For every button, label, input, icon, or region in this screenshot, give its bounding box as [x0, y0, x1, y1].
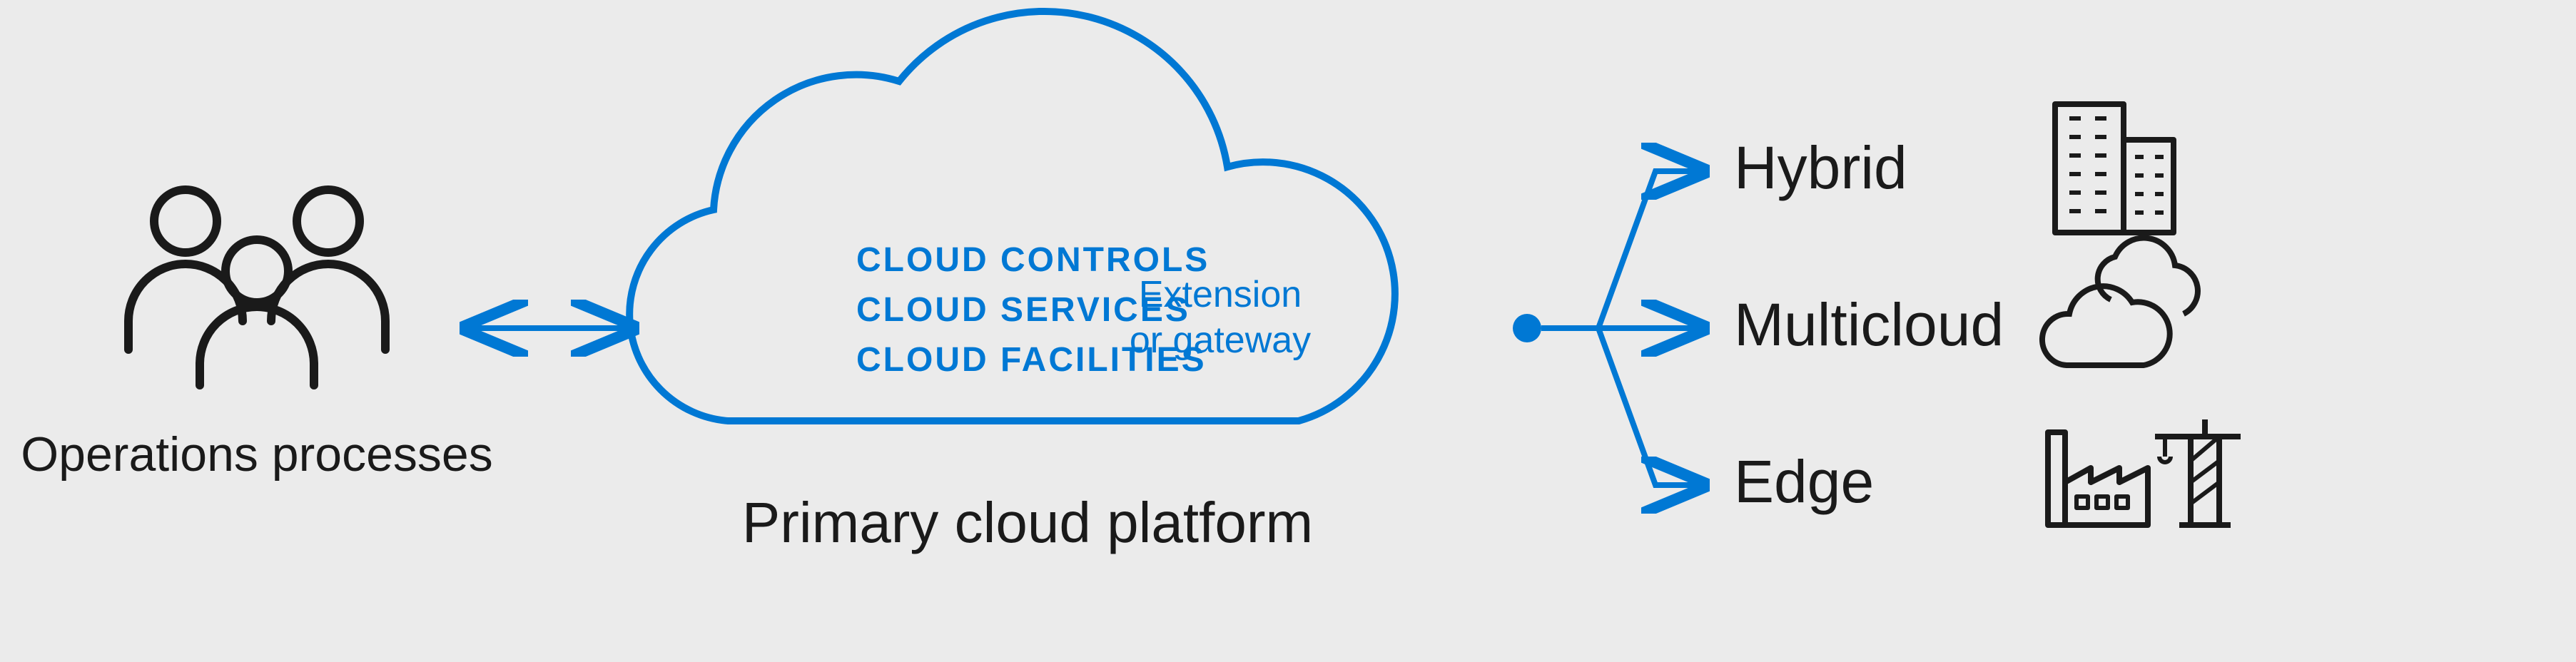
cloud-title: Primary cloud platform: [742, 491, 1313, 554]
cloud-ext-2: or gateway: [1130, 320, 1311, 361]
cloud-node: CLOUD CONTROLS CLOUD SERVICES CLOUD FACI…: [629, 11, 1395, 421]
people-icon: [128, 190, 385, 385]
clouds-icon: [2042, 238, 2198, 365]
branch-label-edge: Edge: [1734, 448, 1874, 515]
branch-label-hybrid: Hybrid: [1734, 134, 1907, 201]
operations-node: [128, 190, 385, 385]
branch-arrow-hybrid: [1541, 171, 1698, 328]
cloud-ext-1: Extension: [1139, 274, 1302, 315]
buildings-icon: [2055, 104, 2174, 233]
branch-dot: [1513, 314, 1541, 342]
branch-label-multicloud: Multicloud: [1734, 291, 2004, 358]
factory-crane-icon: [2048, 419, 2241, 525]
branch-arrow-edge: [1541, 328, 1698, 485]
operations-label: Operations processes: [21, 427, 492, 482]
diagram-canvas: Operations processes CLOUD CONTROLS CLOU…: [0, 0, 2576, 662]
branch-arrows: [1541, 171, 1698, 485]
